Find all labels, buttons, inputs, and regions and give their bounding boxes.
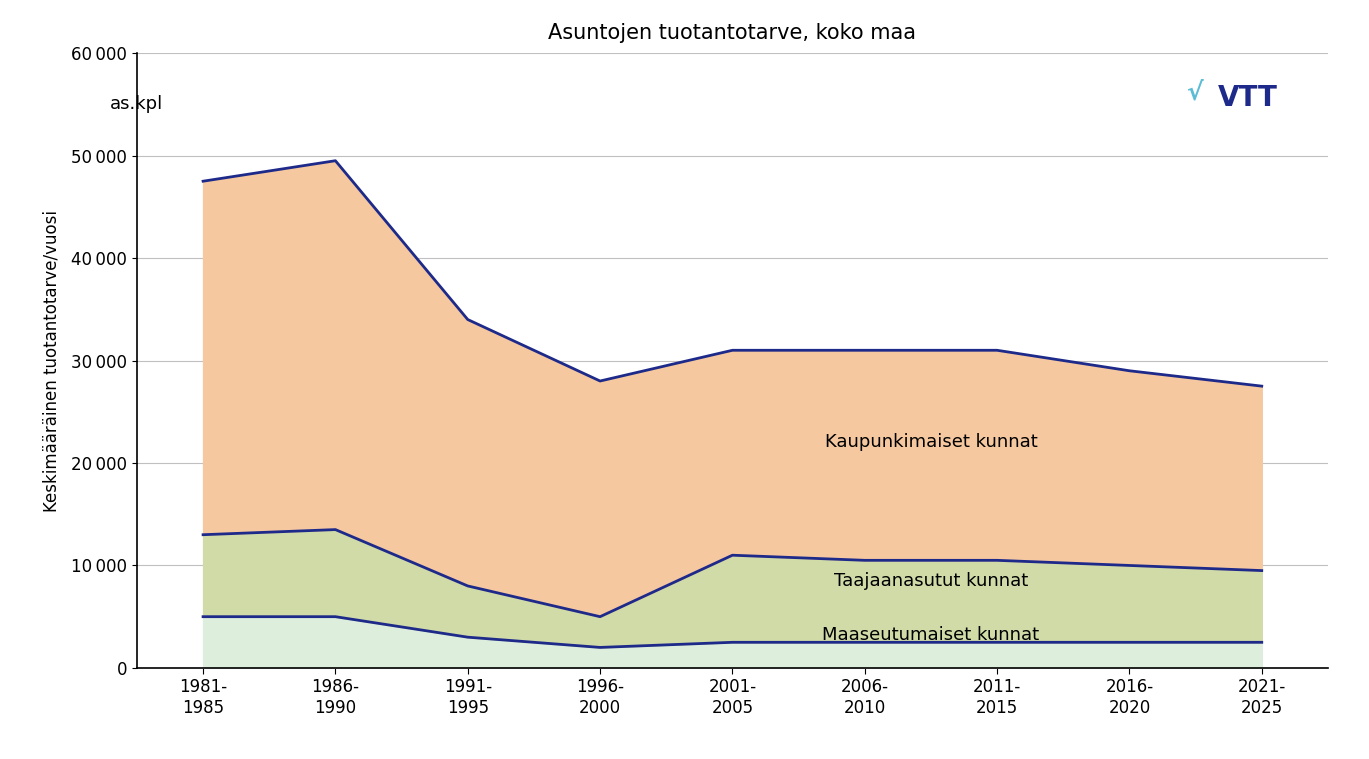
Text: √: √ <box>1187 80 1203 105</box>
Text: Kaupunkimaiset kunnat: Kaupunkimaiset kunnat <box>824 433 1038 452</box>
Text: VTT: VTT <box>1218 83 1277 112</box>
Title: Asuntojen tuotantotarve, koko maa: Asuntojen tuotantotarve, koko maa <box>549 24 916 43</box>
Text: as.kpl: as.kpl <box>111 96 163 113</box>
Text: Taajaanasutut kunnat: Taajaanasutut kunnat <box>834 572 1028 590</box>
Y-axis label: Keskimääräinen tuotantotarve/vuosi: Keskimääräinen tuotantotarve/vuosi <box>42 209 60 512</box>
Text: Maaseutumaiset kunnat: Maaseutumaiset kunnat <box>823 626 1039 644</box>
